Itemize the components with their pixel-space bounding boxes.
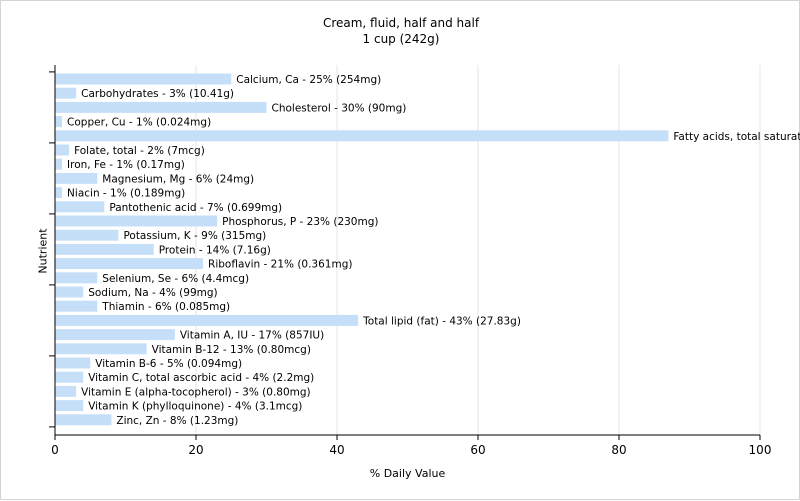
bar [55,385,77,397]
bar-label: Cholesterol - 30% (90mg) [272,102,407,114]
bar-label: Vitamin E (alpha-tocopherol) - 3% (0.80m… [81,386,311,398]
bar-label: Copper, Cu - 1% (0.024mg) [67,117,211,129]
bar-label: Sodium, Na - 4% (99mg) [88,287,217,299]
bar [55,343,147,355]
bar-label: Thiamin - 6% (0.085mg) [101,301,230,313]
bar [55,87,77,99]
bar-label: Selenium, Se - 6% (4.4mcg) [102,273,249,285]
bar-label: Pantothenic acid - 7% (0.699mg) [109,202,282,214]
x-tick-label: 40 [329,443,344,457]
bar [55,400,84,412]
bar [55,300,98,312]
bar-label: Zinc, Zn - 8% (1.23mg) [116,415,238,427]
bar [55,101,267,113]
x-tick-label: 100 [749,443,772,457]
bar [55,144,70,156]
x-axis-label: % Daily Value [369,467,446,480]
x-tick-label: 60 [470,443,485,457]
x-tick-label: 0 [51,443,59,457]
bar-label: Total lipid (fat) - 43% (27.83g) [362,315,521,327]
bar [55,73,232,85]
bar [55,272,98,284]
bar-label: Vitamin K (phylloquinone) - 4% (3.1mcg) [88,401,302,413]
bar-label: Niacin - 1% (0.189mg) [67,188,185,200]
bar [55,201,105,213]
bar [55,172,98,184]
bar-label: Protein - 14% (7.16g) [159,244,271,256]
bar-label: Vitamin C, total ascorbic acid - 4% (2.2… [88,372,314,384]
chart-title-block: Cream, fluid, half and half 1 cup (242g) [1,15,800,47]
x-tick-label: 80 [611,443,626,457]
bar [55,130,669,142]
y-axis-label: Nutrient [36,228,50,274]
bar [55,357,91,369]
bar [55,243,154,255]
chart-subtitle: 1 cup (242g) [362,32,440,46]
bar [55,286,84,298]
bar-label: Calcium, Ca - 25% (254mg) [236,74,381,86]
bar [55,371,84,383]
bar [55,414,112,426]
bar-label: Carbohydrates - 3% (10.41g) [81,88,234,100]
bar-label: Vitamin B-6 - 5% (0.094mg) [95,358,242,370]
bar-label: Fatty acids, total saturated - 87% (17.3… [673,131,800,143]
bar [55,116,63,128]
bar [55,329,175,341]
bar-label: Vitamin A, IU - 17% (857IU) [180,330,324,342]
bar [55,215,218,227]
chart-title: Cream, fluid, half and half [322,16,480,30]
bar-label: Potassium, K - 9% (315mg) [123,230,266,242]
bar [55,229,119,241]
x-tick-label: 20 [188,443,203,457]
bar-label: Vitamin B-12 - 13% (0.80mcg) [152,344,311,356]
bar [55,158,63,170]
bar-label: Riboflavin - 21% (0.361mg) [208,259,352,271]
bar-label: Magnesium, Mg - 6% (24mg) [102,173,254,185]
bar-label: Iron, Fe - 1% (0.17mg) [67,159,185,171]
bar-label: Folate, total - 2% (7mcg) [74,145,205,157]
bar [55,258,204,270]
bar [55,314,359,326]
bar [55,187,63,199]
bar-label: Phosphorus, P - 23% (230mg) [222,216,378,228]
